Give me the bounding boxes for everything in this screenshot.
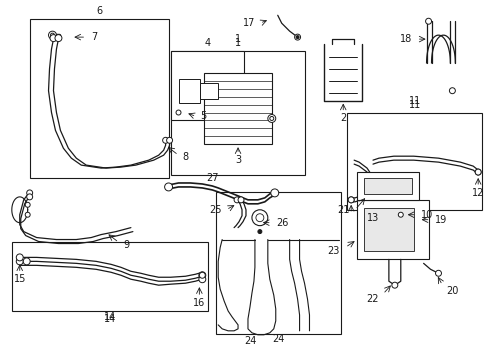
Circle shape <box>55 35 62 41</box>
Text: 11: 11 <box>407 96 420 105</box>
Text: 21: 21 <box>336 205 348 215</box>
Circle shape <box>238 197 244 203</box>
Circle shape <box>398 212 403 217</box>
Bar <box>216 192 341 334</box>
Text: 1: 1 <box>235 38 241 48</box>
Circle shape <box>270 189 278 197</box>
Circle shape <box>296 36 299 39</box>
Circle shape <box>48 31 56 39</box>
Text: 17: 17 <box>242 18 254 28</box>
Text: 22: 22 <box>366 294 378 304</box>
Circle shape <box>294 34 300 40</box>
Circle shape <box>164 183 172 191</box>
Text: 18: 18 <box>400 34 412 44</box>
Text: 11: 11 <box>407 100 420 109</box>
Text: 4: 4 <box>204 38 210 48</box>
Circle shape <box>448 88 454 94</box>
Text: 13: 13 <box>366 213 379 223</box>
Circle shape <box>251 210 267 226</box>
Circle shape <box>163 137 168 143</box>
Circle shape <box>27 194 33 200</box>
Bar <box>12 242 208 311</box>
Circle shape <box>267 114 275 122</box>
Circle shape <box>50 33 54 37</box>
Text: 9: 9 <box>122 240 129 251</box>
Circle shape <box>199 272 205 279</box>
Text: 20: 20 <box>446 286 458 296</box>
Bar <box>364 208 413 251</box>
Text: 24: 24 <box>244 336 256 346</box>
Circle shape <box>16 254 23 261</box>
Text: 6: 6 <box>96 6 102 16</box>
Bar <box>178 79 200 103</box>
Circle shape <box>176 110 181 115</box>
Bar <box>30 19 168 178</box>
Circle shape <box>166 137 172 143</box>
Circle shape <box>23 258 30 265</box>
Text: 12: 12 <box>471 188 484 198</box>
Text: 3: 3 <box>235 155 241 165</box>
Circle shape <box>257 230 262 234</box>
Circle shape <box>347 197 353 203</box>
Bar <box>356 200 427 260</box>
Circle shape <box>435 270 441 276</box>
Bar <box>200 83 218 99</box>
Text: 26: 26 <box>275 218 287 228</box>
Circle shape <box>269 117 273 121</box>
Circle shape <box>199 276 205 283</box>
Text: 8: 8 <box>182 152 188 162</box>
Circle shape <box>474 169 480 175</box>
Circle shape <box>425 18 431 24</box>
Circle shape <box>50 35 57 41</box>
Circle shape <box>25 202 30 207</box>
Bar <box>170 51 304 175</box>
Bar <box>356 172 418 200</box>
Text: 10: 10 <box>420 210 432 220</box>
Text: 14: 14 <box>104 312 116 322</box>
Text: 7: 7 <box>91 32 97 42</box>
Bar <box>364 178 411 194</box>
Text: 5: 5 <box>200 112 206 121</box>
Text: 14: 14 <box>104 314 116 324</box>
Text: 27: 27 <box>205 173 218 183</box>
Circle shape <box>391 282 397 288</box>
Circle shape <box>16 258 23 265</box>
Text: 15: 15 <box>14 274 26 284</box>
Text: 16: 16 <box>193 298 205 308</box>
Text: 19: 19 <box>434 215 446 225</box>
Circle shape <box>347 197 353 203</box>
Circle shape <box>27 190 33 196</box>
Circle shape <box>199 272 205 278</box>
Text: 23: 23 <box>326 247 339 256</box>
Text: 2: 2 <box>340 113 346 123</box>
Circle shape <box>25 212 30 217</box>
Bar <box>204 73 271 144</box>
Text: 24: 24 <box>272 334 285 344</box>
Text: 1: 1 <box>235 34 241 44</box>
Text: 25: 25 <box>209 205 222 215</box>
Circle shape <box>255 214 264 222</box>
Circle shape <box>234 197 240 203</box>
Bar <box>346 113 481 210</box>
Bar <box>170 51 244 121</box>
Circle shape <box>474 169 480 175</box>
